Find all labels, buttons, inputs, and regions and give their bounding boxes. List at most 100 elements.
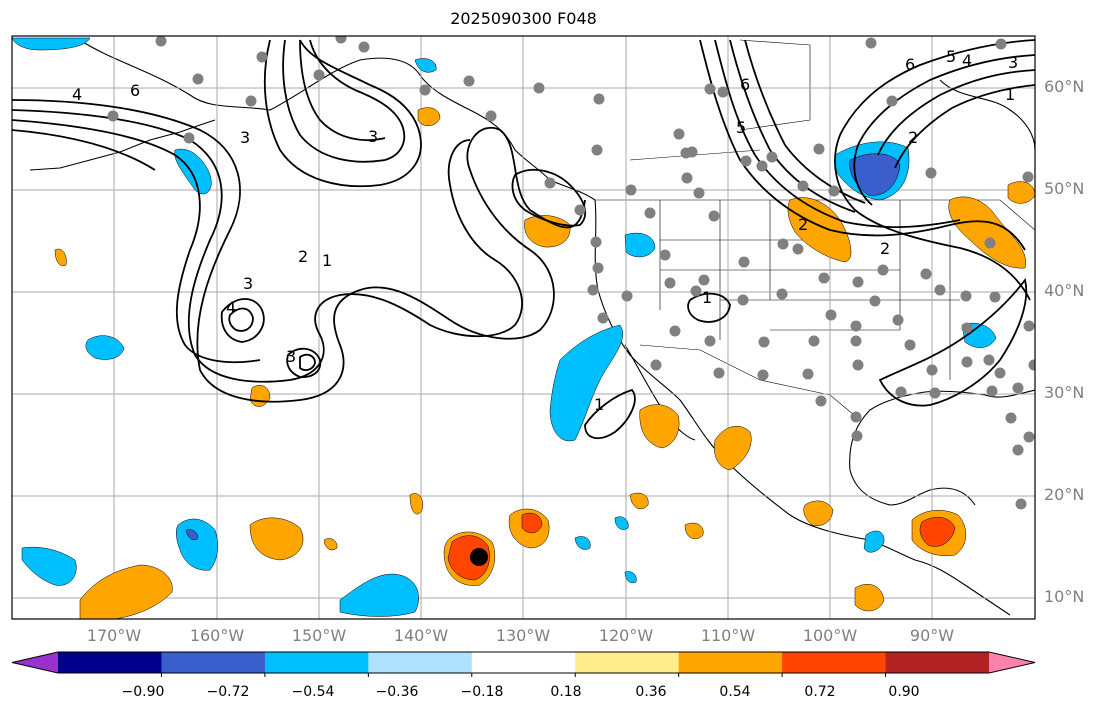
contour-ca-1 xyxy=(584,388,636,440)
aleutians xyxy=(29,119,216,171)
lat-label: 10°N xyxy=(1044,587,1085,606)
patch-blue-pac18 xyxy=(414,58,437,73)
lon-label: 170°W xyxy=(86,626,142,645)
colorbar-tick-label: −0.18 xyxy=(460,684,504,700)
patch-blue-idaho xyxy=(624,232,656,258)
contour-label: 4 xyxy=(72,85,82,104)
patch-orange-pac14 xyxy=(54,248,67,266)
contour-gulf-alaska-2 xyxy=(282,39,406,163)
lat-label: 50°N xyxy=(1044,179,1085,198)
contour-label: 2 xyxy=(298,247,308,266)
colorbar-segment xyxy=(58,652,162,673)
contour-plains-2 xyxy=(714,39,961,228)
patch-orange-gulfcal xyxy=(639,404,680,449)
colorbar-tick-label: 0.36 xyxy=(635,684,667,700)
patch-orange-pac10 xyxy=(249,385,271,407)
contour-east-3 xyxy=(877,69,1035,156)
graticule xyxy=(12,36,1035,619)
patch-orange-mex1 xyxy=(714,425,752,471)
lon-label: 110°W xyxy=(700,626,756,645)
patch-orange-pac9 xyxy=(684,522,704,540)
patch-orange-pac8 xyxy=(629,492,649,510)
alaska-coast xyxy=(79,39,596,201)
contour-low-1 xyxy=(220,298,265,343)
colorbar-tick-label: 0.72 xyxy=(804,684,836,700)
patch-blue-pac15 xyxy=(574,536,591,550)
contour-label: 1 xyxy=(1005,85,1015,104)
contour-pacific-2 xyxy=(12,109,523,383)
contour-low-3 xyxy=(286,347,322,378)
patch-red-hurricane xyxy=(447,535,490,581)
map-frame xyxy=(11,35,1036,620)
contour-label: 4 xyxy=(226,298,236,317)
contour-gulf-alaska-1 xyxy=(263,39,422,188)
contour-label: 2 xyxy=(798,215,808,234)
contour-label: 3 xyxy=(1008,53,1018,72)
lon-label: 120°W xyxy=(598,626,654,645)
lon-label: 100°W xyxy=(802,626,858,645)
colorbar-tick-label: −0.54 xyxy=(291,684,335,700)
lat-label: 30°N xyxy=(1044,383,1085,402)
patch-blue-nw xyxy=(12,37,91,51)
colorbar-segment xyxy=(368,652,473,673)
patch-darkblue-greatlakes xyxy=(849,153,901,196)
colorbar xyxy=(11,651,1036,677)
lon-label: 160°W xyxy=(189,626,245,645)
contour-label: 1 xyxy=(702,288,712,307)
us-mexico-border xyxy=(639,344,861,421)
contour-southeast xyxy=(878,277,1028,407)
patch-orange-pac12 xyxy=(854,584,885,612)
colorbar-tick-label: 0.54 xyxy=(719,684,751,700)
contour-plains-1 xyxy=(699,39,1026,251)
contour-label: 3 xyxy=(243,274,253,293)
lon-label: 150°W xyxy=(291,626,347,645)
storm-center-marker xyxy=(470,548,488,566)
colorbar-outline xyxy=(11,651,1036,674)
contour-label: 3 xyxy=(240,128,250,147)
contour-label: 6 xyxy=(905,55,915,74)
colorbar-segment xyxy=(471,652,576,673)
hudson-bay xyxy=(939,79,1035,151)
contour-pacific-outer xyxy=(12,99,586,403)
station-dots xyxy=(107,36,1035,510)
colorbar-segment xyxy=(161,652,266,673)
contour-label: 4 xyxy=(962,51,972,70)
colorbar-tick-label: 0.90 xyxy=(888,684,920,700)
patch-red-honduras xyxy=(919,516,956,547)
patch-blue-pacific1 xyxy=(85,335,125,360)
patch-blue-pacific3 xyxy=(339,573,419,617)
colorbar-tick-label: 0.18 xyxy=(550,684,582,700)
contour-label: 6 xyxy=(130,81,140,100)
colorbar-tick-label: −0.36 xyxy=(375,684,419,700)
lon-label: 90°W xyxy=(909,626,955,645)
lon-label: 140°W xyxy=(393,626,449,645)
lat-label: 20°N xyxy=(1044,485,1085,504)
patch-blue-pacific4 xyxy=(176,518,218,571)
patch-orange-mex2 xyxy=(803,500,834,526)
patch-blue-mex xyxy=(863,530,885,553)
colorbar-segment xyxy=(575,652,680,673)
contour-label: 1 xyxy=(322,251,332,270)
us-canada-border xyxy=(595,199,1035,231)
patch-darkblue-pacific4 xyxy=(185,529,199,541)
patch-orange-plains xyxy=(787,197,852,263)
patch-orange-pac11 xyxy=(409,493,423,515)
patch-orange-quebec xyxy=(1007,181,1035,204)
contour-low-4 xyxy=(299,353,316,371)
patch-blue-baja xyxy=(549,324,623,442)
contour-label: 3 xyxy=(368,127,378,146)
contour-wa-1 xyxy=(511,168,587,227)
patch-blue-pacific2 xyxy=(21,546,77,586)
patch-red-pac5 xyxy=(521,512,543,534)
patch-orange-pac13 xyxy=(323,538,338,551)
patch-blue-pac16 xyxy=(614,516,629,530)
contour-label: 2 xyxy=(908,128,918,147)
contour-label: 5 xyxy=(946,47,956,66)
contour-label: 3 xyxy=(286,347,296,366)
lat-label: 60°N xyxy=(1044,77,1085,96)
contour-label: 2 xyxy=(880,239,890,258)
contour-east-4 xyxy=(894,84,1035,169)
gulf-coast xyxy=(849,389,1035,506)
colorbar-tick-label: −0.72 xyxy=(206,684,250,700)
